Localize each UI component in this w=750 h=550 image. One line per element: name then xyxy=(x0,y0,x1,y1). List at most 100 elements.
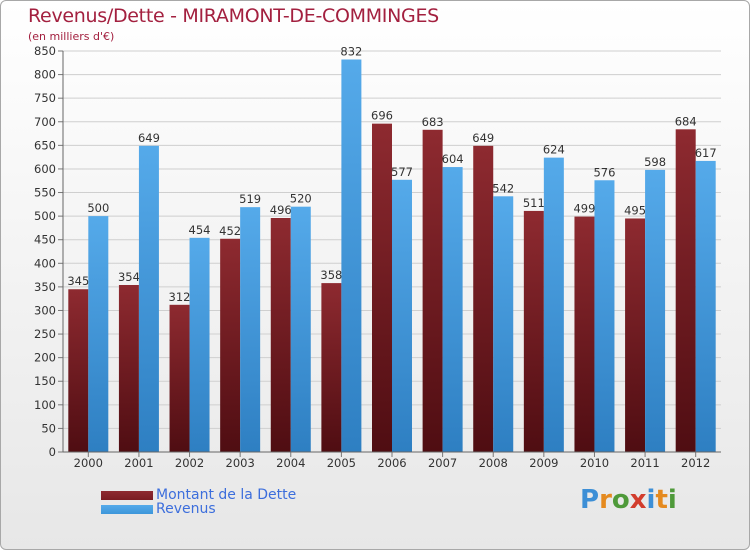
y-tick-label: 550 xyxy=(34,186,56,200)
y-axis: 0 50 100 150 200 250 300 350 400 450 500 550 600 650 7… xyxy=(34,44,64,459)
logo-letter: r xyxy=(599,485,612,515)
y-tick-label: 400 xyxy=(34,256,56,270)
data-label-dette: 354 xyxy=(118,270,140,284)
bar-revenus xyxy=(341,59,362,453)
y-tick-label: 800 xyxy=(34,68,56,82)
data-label-dette: 345 xyxy=(67,274,89,288)
x-axis: 2000 2001 2002 2003 2004 2005 2006 2007 2008 2009… xyxy=(63,451,721,470)
y-tick-label: 150 xyxy=(34,374,56,388)
bar-dette xyxy=(675,129,696,453)
chart-subtitle: (en milliers d'€) xyxy=(28,30,115,43)
data-label-dette: 499 xyxy=(573,202,595,216)
y-tick-label: 0 xyxy=(49,445,56,459)
data-label-dette: 649 xyxy=(472,131,494,145)
bar-dette xyxy=(523,210,544,452)
logo-letter: P xyxy=(580,485,600,515)
bar-revenus xyxy=(594,180,615,452)
data-label-revenus: 649 xyxy=(138,131,160,145)
bar-dette xyxy=(422,129,443,452)
x-tick-label: 2006 xyxy=(377,456,406,470)
legend-label-dette: Montant de la Dette xyxy=(156,487,297,503)
bar-revenus xyxy=(442,167,463,452)
legend-label-revenus: Revenus xyxy=(156,501,216,517)
logo-letter: o xyxy=(611,485,630,515)
bar-revenus xyxy=(88,216,109,452)
x-tick-label: 2007 xyxy=(428,456,457,470)
data-label-dette: 495 xyxy=(624,203,646,217)
x-tick-label: 2011 xyxy=(630,456,659,470)
data-label-revenus: 454 xyxy=(189,223,211,237)
bar-revenus xyxy=(695,160,716,452)
x-tick-label: 2000 xyxy=(74,456,103,470)
data-label-dette: 358 xyxy=(320,268,342,282)
logo-letter: x xyxy=(629,485,647,515)
chart-title: Revenus/Dette - MIRAMONT-DE-COMMINGES xyxy=(28,5,439,27)
data-label-revenus: 598 xyxy=(644,155,666,169)
data-label-dette: 696 xyxy=(371,109,393,123)
y-tick-label: 600 xyxy=(34,162,56,176)
y-tick-label: 50 xyxy=(41,421,56,435)
data-label-revenus: 520 xyxy=(290,192,312,206)
x-tick-label: 2008 xyxy=(479,456,508,470)
logo-letter: i xyxy=(667,485,677,515)
data-label-dette: 312 xyxy=(169,290,191,304)
bar-revenus xyxy=(493,196,514,452)
data-label-revenus: 604 xyxy=(442,152,464,166)
y-tick-label: 100 xyxy=(34,398,56,412)
legend-item-revenus: Revenus xyxy=(101,501,216,517)
legend-swatch-revenus xyxy=(101,504,153,514)
bar-dette xyxy=(574,216,595,452)
data-label-dette: 684 xyxy=(675,114,697,128)
data-label-revenus: 624 xyxy=(543,143,565,157)
y-tick-label: 350 xyxy=(34,280,56,294)
y-tick-label: 250 xyxy=(34,327,56,341)
bar-dette xyxy=(473,145,494,452)
y-tick-label: 850 xyxy=(34,44,56,58)
bar-dette xyxy=(169,304,190,452)
data-label-revenus: 500 xyxy=(87,201,109,215)
x-tick-label: 2009 xyxy=(529,456,558,470)
x-tick-label: 2010 xyxy=(580,456,609,470)
y-tick-label: 700 xyxy=(34,115,56,129)
bar-revenus xyxy=(240,207,261,452)
y-tick-label: 650 xyxy=(34,138,56,152)
data-label-revenus: 519 xyxy=(239,192,261,206)
y-tick-label: 750 xyxy=(34,91,56,105)
bar-dette xyxy=(372,123,392,452)
data-label-revenus: 577 xyxy=(391,165,413,179)
bar-dette xyxy=(625,218,646,452)
data-label-revenus: 832 xyxy=(340,44,362,58)
x-tick-label: 2002 xyxy=(175,456,204,470)
bar-revenus xyxy=(392,179,412,453)
data-label-revenus: 617 xyxy=(695,146,717,160)
bar-revenus xyxy=(189,237,210,452)
data-label-dette: 511 xyxy=(523,196,545,210)
legend-swatch-dette xyxy=(101,490,153,500)
bar-revenus xyxy=(290,206,311,452)
x-tick-label: 2012 xyxy=(681,456,710,470)
x-tick-label: 2005 xyxy=(327,456,356,470)
data-label-dette: 496 xyxy=(270,203,292,217)
x-tick-label: 2004 xyxy=(276,456,305,470)
bar-dette xyxy=(118,284,139,452)
data-label-dette: 683 xyxy=(422,115,444,129)
x-tick-label: 2001 xyxy=(124,456,153,470)
legend-item-dette: Montant de la Dette xyxy=(101,487,296,503)
y-tick-label: 500 xyxy=(34,209,56,223)
data-label-revenus: 576 xyxy=(593,165,615,179)
bar-dette xyxy=(270,218,291,452)
bar-revenus xyxy=(138,145,159,452)
y-tick-label: 200 xyxy=(34,351,56,365)
data-label-revenus: 542 xyxy=(492,181,514,195)
bar-dette xyxy=(68,289,89,452)
logo-letter: t xyxy=(655,485,668,515)
bar-dette xyxy=(321,283,342,452)
logo-letter: i xyxy=(646,485,656,515)
x-tick-label: 2003 xyxy=(226,456,255,470)
bar-dette xyxy=(220,238,241,452)
y-tick-label: 300 xyxy=(34,303,56,317)
